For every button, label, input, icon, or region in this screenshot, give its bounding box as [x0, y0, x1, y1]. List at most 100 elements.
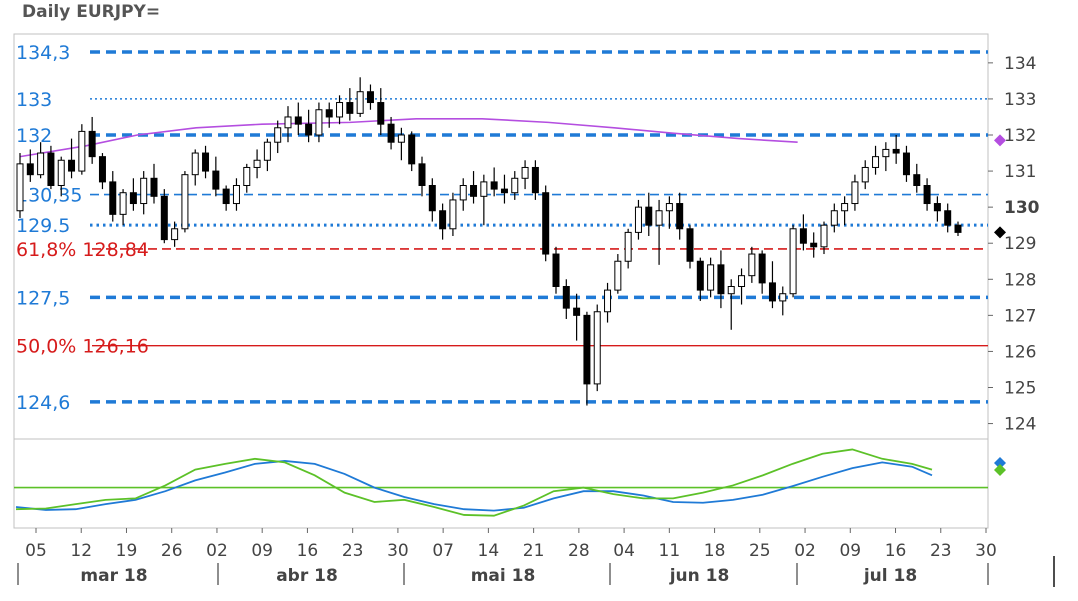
candle-body	[665, 203, 673, 212]
y-tick-label: 134	[1004, 54, 1036, 74]
candle	[748, 246, 756, 283]
candle-body	[604, 289, 612, 313]
candle-body	[16, 163, 24, 212]
candle	[408, 131, 416, 172]
x-tick-label: 12	[70, 541, 92, 561]
candle-body	[531, 166, 539, 194]
candle-body	[47, 152, 55, 187]
candle-body	[954, 224, 962, 233]
x-tick-label: 18	[704, 541, 726, 561]
candle	[191, 149, 199, 186]
candle	[583, 311, 591, 406]
y-tick-label: 133	[1004, 90, 1036, 110]
candle-body	[181, 174, 189, 230]
month-label: jun 18	[669, 566, 730, 586]
y-tick-label: 132	[1004, 126, 1036, 146]
level-label: 132	[16, 125, 52, 147]
candle-body	[325, 109, 333, 118]
candle-body	[500, 188, 508, 194]
candle	[686, 225, 694, 269]
candle-body	[191, 152, 199, 176]
candle	[562, 279, 570, 319]
candle-body	[315, 109, 323, 136]
candle	[552, 246, 560, 294]
candle-body	[511, 177, 519, 194]
candle	[923, 178, 931, 211]
candle-body	[366, 91, 374, 104]
candle	[717, 250, 725, 309]
candle	[284, 106, 292, 143]
candle-body	[26, 163, 34, 176]
ma-value-marker	[994, 134, 1006, 147]
candle-body	[243, 166, 251, 186]
candle	[480, 174, 488, 226]
candle	[645, 192, 653, 236]
candle-body	[119, 192, 127, 215]
candle	[253, 149, 261, 179]
candle	[274, 120, 282, 154]
candle-body	[78, 130, 86, 172]
candle	[336, 95, 344, 125]
candle	[171, 221, 179, 247]
candle-body	[748, 253, 756, 277]
candle	[16, 153, 24, 218]
candle	[88, 116, 96, 164]
candle-body	[274, 127, 282, 143]
candle	[232, 178, 240, 211]
candle	[449, 192, 457, 236]
candle-body	[944, 210, 952, 226]
candle	[500, 174, 508, 204]
candle-body	[428, 185, 436, 212]
candle	[789, 225, 797, 298]
candle-body	[470, 185, 478, 197]
candle	[913, 163, 921, 193]
candle	[57, 156, 65, 197]
candle-body	[872, 156, 880, 168]
candle	[150, 163, 158, 204]
candle	[325, 102, 333, 128]
candle	[707, 257, 715, 298]
candle-body	[109, 181, 117, 215]
y-tick-label: 126	[1004, 342, 1036, 362]
candle	[243, 163, 251, 193]
candle-body	[150, 177, 158, 197]
candle	[614, 254, 622, 294]
candle-body	[397, 134, 405, 143]
candle	[78, 124, 86, 175]
x-tick-label: 05	[25, 541, 47, 561]
level-label: 50,0% 126,16	[16, 336, 149, 358]
x-tick-label: 07	[432, 541, 454, 561]
y-tick-label: 125	[1004, 379, 1036, 399]
x-tick-label: 30	[975, 541, 997, 561]
candle-body	[655, 210, 663, 226]
candle	[882, 142, 890, 172]
candle	[665, 196, 673, 229]
x-tick-label: 02	[206, 541, 228, 561]
candle	[810, 232, 818, 258]
candle	[573, 293, 581, 341]
candle	[346, 88, 354, 121]
candle-body	[634, 206, 642, 233]
candle	[470, 171, 478, 204]
x-tick-label: 30	[387, 541, 409, 561]
candle-body	[593, 311, 601, 385]
candle	[98, 153, 106, 190]
y-tick-label: 124	[1004, 415, 1036, 435]
candle-body	[727, 286, 735, 295]
candle-body	[232, 185, 240, 205]
candle-body	[439, 210, 447, 230]
x-tick-label: 09	[251, 541, 273, 561]
candle	[758, 250, 766, 294]
candle	[593, 304, 601, 392]
candle-body	[521, 166, 529, 179]
candle	[305, 109, 313, 143]
candle-body	[768, 282, 776, 302]
candle	[129, 178, 137, 211]
candle-body	[923, 185, 931, 205]
candle	[799, 214, 807, 251]
candle	[160, 189, 168, 244]
candle	[861, 160, 869, 190]
candle-body	[346, 102, 354, 114]
candle-body	[696, 260, 704, 291]
